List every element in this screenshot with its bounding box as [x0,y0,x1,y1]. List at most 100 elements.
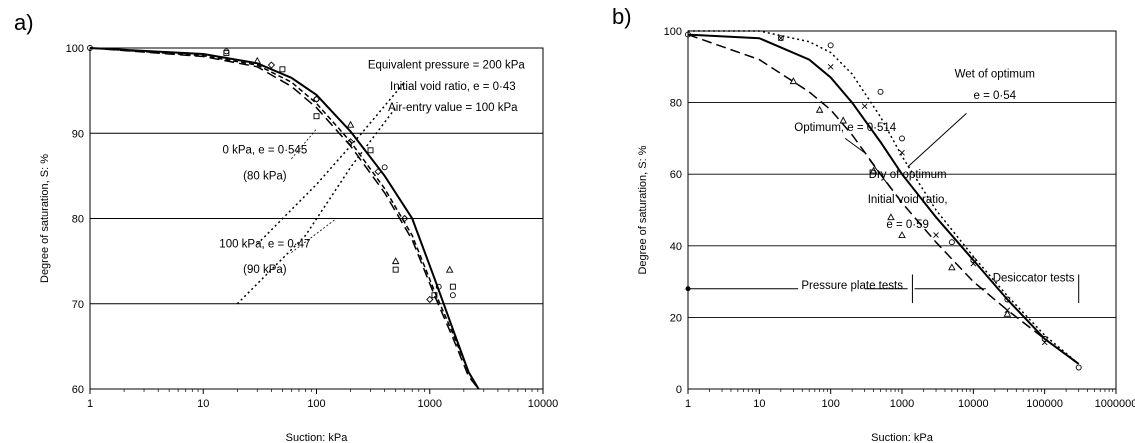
annotation-label: 100 kPa, e = 0·47 [219,238,310,250]
data-point-circle [970,257,977,264]
annotation-label: Dry of optimum [869,169,947,181]
data-point-cross [970,260,977,267]
dry-optimum-pointer [869,159,892,189]
optimum-pointer [844,137,865,154]
y-tick-label: 0 [676,384,682,396]
data-point-circle [685,31,691,38]
data-point-diamond [267,61,276,69]
series-line-solid [89,47,480,390]
x-tick-label: 100000 [1026,398,1063,410]
data-point-triangle [445,265,454,273]
series-line-short-dash [89,47,480,390]
annotation-label: Equivalent pressure = 200 kPa [368,59,526,71]
x-tick-label: 10000 [528,398,559,410]
annotation-label: Optimum, e = 0·514 [794,122,897,134]
data-point-square [313,113,320,120]
series-line-dotted [236,107,397,305]
annotation-pointer [291,128,317,160]
data-point-circle [948,239,955,246]
data-point-triangle [839,116,847,124]
x-tick-label: 1000000 [1095,398,1135,410]
wet-optimum-pointer [907,112,967,168]
data-point-triangle [948,263,956,271]
data-point-square [223,50,230,57]
data-point-square [367,147,374,154]
annotation-label: 0 kPa, e = 0·545 [223,145,308,157]
y-tick-label: 100 [66,43,84,55]
data-point-diamond [374,167,382,176]
x-tick-label: 10000 [958,398,989,410]
series-line-long-dash [687,33,1080,365]
y-tick-label: 80 [72,214,84,226]
data-point-circle [777,35,784,42]
data-point-circle [827,42,834,49]
annotation-label: Initial void ratio, [868,194,948,206]
y-tick-label: 100 [664,26,682,38]
x-tick-label: 1000 [890,398,914,410]
data-point-cross [777,35,784,41]
data-point-triangle [887,213,895,221]
annotation-label: Air-entry value = 100 kPa [388,102,518,114]
data-point-triangle [346,120,355,128]
y-tick-label: 20 [670,312,682,324]
data-point-cross [933,232,939,238]
data-point-square [392,266,399,273]
data-point-diamond [426,295,434,304]
data-point-diamond [400,214,409,223]
annotation-label: e = 0·59 [886,219,929,231]
data-point-triangle [869,166,878,174]
y-tick-label: 80 [670,98,682,110]
x-axis-label: Suction: kPa [286,432,349,443]
annotation-label: Pressure plate tests [801,280,903,292]
y-tick-label: 70 [72,299,84,311]
panel-label-b: b) [612,4,632,29]
data-point-cross [827,63,834,70]
y-tick-label: 90 [72,128,84,140]
data-point-cross [1041,339,1048,346]
panel-label-a: a) [14,10,34,35]
data-point-triangle [1003,309,1012,317]
data-point-circle [449,292,456,299]
y-tick-label: 60 [72,384,84,396]
data-point-square [279,66,286,73]
data-point-triangle [253,56,262,64]
chart-panel-b: 0 20 40 60 80 100 1 10 100 1000 10000 100000 1000000… [637,26,1135,443]
x-tick-label: 10 [753,398,765,410]
pressure-plate-arrow-start [685,286,691,292]
annotation-label: (90 kPa) [243,264,287,276]
x-tick-label: 1 [87,398,93,410]
data-point-diamond [312,95,321,103]
data-point-cross [861,103,868,109]
series-line-solid [687,33,1080,365]
data-point-circle [877,88,884,95]
series-line-dotted [688,30,1080,365]
data-point-circle [381,164,388,171]
x-tick-label: 100 [821,398,839,410]
annotation-label: Desiccator tests [993,273,1075,285]
data-point-cross [899,149,905,156]
x-tick-label: 1000 [418,398,442,410]
annotation-label: e = 0·54 [974,90,1017,102]
x-tick-label: 10 [197,398,209,410]
data-point-triangle [815,105,824,113]
data-point-square [449,283,456,290]
annotation-label: Initial void ratio, e = 0·43 [390,81,516,93]
annotation-label: (80 kPa) [243,170,287,182]
x-tick-label: 1 [685,398,691,410]
y-axis-label: Degree of saturation, S: % [637,145,649,274]
data-point-triangle [391,257,400,265]
plot-frame [687,30,1117,390]
data-point-circle [1041,335,1048,342]
series-line-long-dash [89,47,480,390]
data-point-circle [223,48,230,55]
x-tick-label: 100 [307,398,325,410]
data-point-triangle [789,77,798,85]
data-point-triangle [898,231,906,239]
data-point-circle [1004,296,1011,303]
y-tick-label: 40 [670,241,682,253]
data-point-diamond [346,138,355,146]
annotation-pointer [291,218,337,253]
data-point-circle [899,135,905,142]
